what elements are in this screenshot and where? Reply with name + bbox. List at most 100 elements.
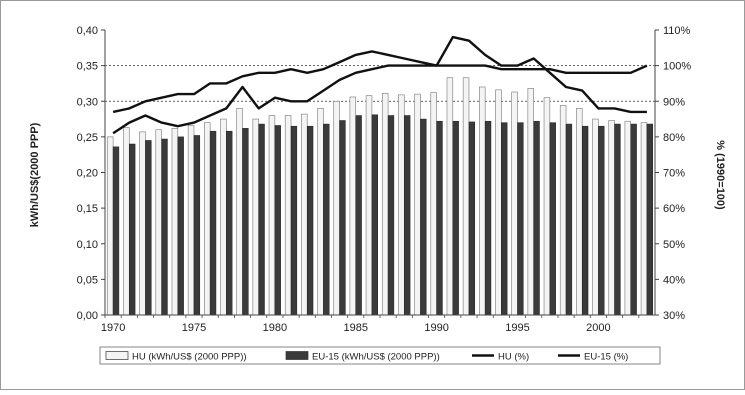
hu-bar: [252, 118, 259, 316]
y2-tick-label: 80%: [663, 132, 685, 144]
eu-bar: [258, 123, 265, 316]
x-tick-label: 1980: [263, 322, 287, 334]
y2-tick-label: 40%: [663, 274, 685, 286]
legend-label: HU (kWh/US$ (2000 PPP)): [132, 352, 247, 363]
eu-bar: [242, 128, 249, 316]
y2-tick-label: 60%: [663, 203, 685, 215]
eu-bar: [177, 136, 184, 316]
eu-bar: [598, 125, 605, 316]
hu-bar: [123, 127, 130, 316]
hu-bar: [592, 118, 599, 316]
legend: HU (kWh/US$ (2000 PPP)) EU-15 (kWh/US$ (2…: [99, 346, 661, 365]
x-tick-label: 2000: [586, 322, 610, 334]
hu-bar: [495, 89, 502, 316]
hu-bar: [576, 108, 583, 316]
eu-bar: [355, 115, 362, 316]
hu-percent-line: [112, 35, 647, 135]
hu-bar: [527, 88, 534, 316]
hu-bar: [543, 97, 551, 316]
hu-bar: [608, 120, 615, 316]
eu-bar: [630, 123, 637, 316]
eu-bar: [484, 120, 492, 316]
hu-bar: [446, 77, 454, 316]
legend-box: [99, 346, 661, 365]
eu-bar: [371, 114, 378, 316]
eu-bar: [581, 125, 589, 316]
y-tick-label: 0,20: [77, 168, 98, 180]
hu-bar: [139, 131, 146, 316]
eu-bar: [614, 123, 621, 316]
y2-tick-label: 70%: [663, 168, 685, 180]
x-tick-label: 1985: [343, 322, 367, 334]
hu-bar: [462, 77, 470, 316]
y-tick-label: 0,35: [77, 61, 98, 73]
hu-bar: [559, 105, 567, 316]
eu-bar: [436, 120, 443, 316]
hu-bar: [171, 128, 179, 316]
y-axis-title: kWh/US$(2000 PPP): [29, 122, 41, 227]
legend-label: EU-15 (kWh/US$ (2000 PPP)): [312, 352, 440, 363]
eu-bar: [452, 120, 459, 316]
x-tick-label: 1975: [182, 322, 206, 334]
hu-bar: [268, 115, 276, 316]
eu-bar: [646, 123, 653, 316]
eu-bar: [501, 122, 508, 316]
eu-bar: [323, 123, 330, 316]
eu-bar: [274, 125, 281, 316]
eu-bar: [290, 125, 298, 316]
y-tick-label: 0,15: [77, 203, 98, 215]
hu-bar: [106, 136, 114, 316]
y2-tick-label: 100%: [663, 61, 691, 73]
y-tick-label: 0,40: [77, 25, 98, 37]
x-tick-label: 1970: [101, 322, 125, 334]
y2-tick-label: 110%: [663, 25, 691, 37]
hu-bar: [414, 93, 421, 316]
eu-bar: [468, 121, 476, 316]
hu-bar: [301, 113, 308, 316]
axes-layer: 0,00 0,05 0,10 0,15 0,20 0,25 0,30 0,35 0,40 30% 4…: [77, 25, 692, 334]
bars-layer: [106, 77, 653, 316]
legend-label: HU (%): [498, 352, 529, 363]
hu-bar: [624, 120, 632, 316]
y-tick-label: 0,05: [77, 274, 98, 286]
y2-tick-label: 50%: [663, 239, 685, 251]
hu-bar: [398, 94, 405, 316]
eu-bar: [193, 135, 201, 316]
y-tick-label: 0,25: [77, 132, 98, 144]
y-tick-label: 0,00: [77, 310, 98, 322]
hu-bar: [317, 108, 324, 316]
eu-bar: [533, 120, 540, 316]
y2-axis-title: % (1990=100): [714, 140, 726, 210]
legend-swatch: [105, 351, 129, 360]
hu-bar: [187, 125, 195, 316]
hu-bar: [381, 93, 389, 316]
eu-bar: [339, 120, 346, 316]
hu-bar: [511, 91, 518, 316]
eu-bar: [404, 115, 411, 316]
x-tick-label: 1995: [505, 322, 529, 334]
hu-bar: [349, 96, 357, 316]
y-tick-label: 0,30: [77, 96, 98, 108]
hu-bar: [236, 108, 243, 316]
hu-bar: [640, 122, 648, 316]
legend-label: EU-15 (%): [584, 352, 628, 363]
eu-bar: [161, 138, 168, 316]
y-tick-label: 0,10: [77, 239, 98, 251]
hu-bar: [220, 118, 227, 316]
y2-tick-label: 30%: [663, 310, 685, 322]
eu-bar: [209, 130, 217, 316]
eu-bar: [420, 118, 427, 316]
eu-bar: [517, 122, 524, 316]
hu-bar: [479, 86, 486, 316]
eu-bar: [306, 125, 314, 316]
eu-percent-line: [112, 50, 648, 114]
lines-layer: [112, 35, 648, 135]
eu-bar: [145, 140, 152, 316]
hu-bar: [204, 122, 211, 316]
hu-bar: [284, 115, 292, 316]
eu-bar: [112, 146, 120, 316]
x-tick-label: 1990: [424, 322, 448, 334]
legend-swatch: [285, 351, 309, 360]
